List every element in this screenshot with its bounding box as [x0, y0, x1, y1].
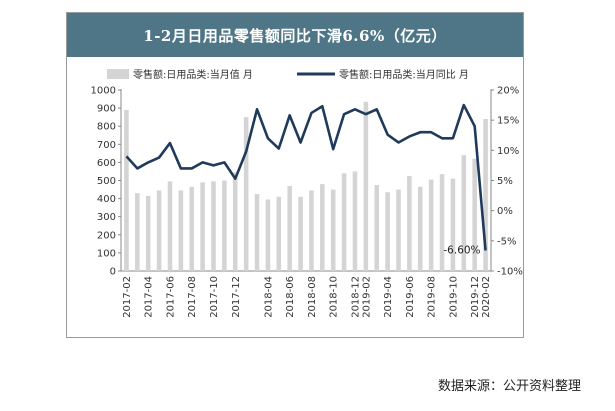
- y-left-tick-label: 300: [97, 212, 116, 223]
- bar: [211, 181, 216, 271]
- legend-bar-label: 零售额:日用品类:当月值 月: [133, 68, 253, 81]
- bar: [363, 101, 369, 271]
- y-left-tick-label: 200: [97, 230, 116, 241]
- bar: [178, 190, 184, 271]
- bar: [287, 185, 292, 271]
- y-right-tick-label: 10%: [497, 146, 519, 157]
- bar: [428, 179, 434, 271]
- x-tick-label: 2018-10: [329, 276, 340, 318]
- y-left-tick-label: 400: [97, 194, 116, 205]
- yoy-line: [125, 103, 487, 251]
- chart-title: 1-2月日用品零售额同比下滑6.6%（亿元）: [143, 26, 447, 45]
- bar: [189, 186, 195, 271]
- bar: [417, 186, 423, 271]
- x-tick-label: 2017-02: [122, 276, 133, 318]
- y-right-tick-label: 15%: [497, 116, 519, 127]
- x-tick-label: 2019-08: [427, 276, 438, 318]
- bar: [232, 172, 238, 271]
- x-tick-label: 2019-04: [383, 276, 394, 318]
- bar: [276, 196, 282, 271]
- chart-svg: 0 100 200 300 400 500 600 700 800 900 1000 -10% -5% 0…: [91, 68, 523, 318]
- x-tick-label: 2018-04: [263, 276, 274, 318]
- bar: [461, 155, 467, 271]
- bar: [200, 182, 205, 271]
- annotation-label: -6.60%: [443, 244, 480, 256]
- bar: [407, 175, 412, 271]
- bar: [320, 184, 325, 271]
- x-tick-label: 2018-06: [285, 276, 296, 318]
- bar: [222, 180, 227, 271]
- x-tick-label: 2017-08: [187, 276, 198, 318]
- bar: [352, 171, 358, 271]
- x-tick-label: 2019-02: [361, 276, 372, 318]
- y-left-tick-label: 800: [97, 122, 116, 133]
- y-right-tick-label: 20%: [497, 86, 519, 97]
- x-tick-label: 2017-04: [144, 276, 155, 318]
- bar: [450, 178, 456, 271]
- y-left-tick-label: 1000: [91, 86, 116, 97]
- bar: [243, 117, 249, 272]
- legend-line-label: 零售额:日用品类:当月同比 月: [339, 68, 469, 81]
- bar: [254, 194, 260, 271]
- y-left-tick-label: 100: [97, 248, 116, 259]
- y-right-tick-label: -5%: [497, 236, 516, 247]
- bar: [374, 185, 380, 271]
- x-tick-label: 2018-12: [350, 276, 361, 318]
- bar: [396, 189, 401, 271]
- bar: [167, 181, 173, 271]
- y-left-tick-label: 500: [97, 176, 116, 187]
- y-left-tick-label: 0: [110, 267, 116, 278]
- y-right-tick-label: 0%: [497, 206, 513, 217]
- bar: [124, 109, 129, 271]
- title-bar: 1-2月日用品零售额同比下滑6.6%（亿元）: [67, 13, 523, 57]
- chart-frame: 1-2月日用品零售额同比下滑6.6%（亿元） 0 100 200 300 400 500 6…: [66, 12, 524, 338]
- x-tick-label: 2019-06: [405, 276, 416, 318]
- x-tick-label: 2017-06: [165, 276, 176, 318]
- x-tick-label: 2019-12: [470, 276, 481, 318]
- bar: [145, 195, 151, 271]
- bar: [156, 190, 162, 271]
- bar: [330, 189, 336, 271]
- bar: [265, 199, 271, 271]
- x-tick-label: 2020-02: [481, 276, 492, 318]
- x-tick-label: 2017-12: [231, 276, 242, 318]
- bar: [309, 190, 314, 271]
- x-tick-label: 2019-10: [448, 276, 459, 318]
- bar: [341, 173, 347, 271]
- x-tick-label: 2017-10: [209, 276, 220, 318]
- bar: [472, 158, 477, 271]
- y-left-tick-label: 900: [97, 104, 116, 115]
- y-right-tick-label: 5%: [497, 176, 513, 187]
- bar: [439, 174, 445, 271]
- x-tick-label: 2018-08: [307, 276, 318, 318]
- y-left-tick-label: 700: [97, 140, 116, 151]
- bar: [298, 196, 303, 271]
- y-right-tick-label: -10%: [497, 267, 523, 278]
- legend-bar-swatch: [107, 69, 129, 79]
- bar: [385, 192, 390, 271]
- source-note: 数据来源：公开资料整理: [438, 379, 582, 394]
- bar: [135, 193, 140, 271]
- y-left-tick-label: 600: [97, 158, 116, 169]
- bar: [483, 118, 488, 272]
